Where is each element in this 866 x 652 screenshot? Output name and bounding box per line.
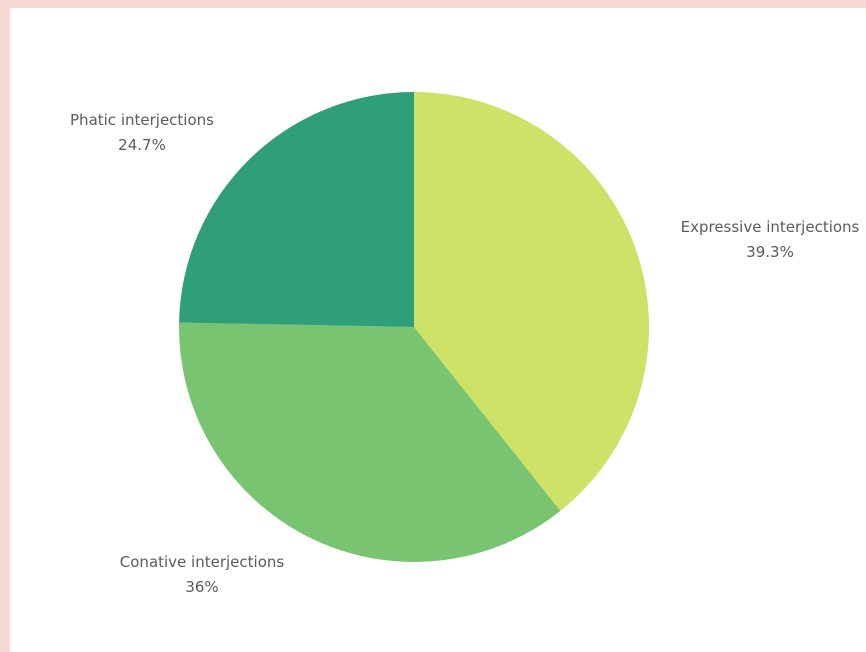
slice-label-conative-name: Conative interjections xyxy=(120,553,285,571)
pie-slices xyxy=(179,92,649,562)
pie-slice-phatic xyxy=(179,92,414,327)
slice-label-expressive-name: Expressive interjections xyxy=(681,218,860,236)
slice-label-phatic-name: Phatic interjections xyxy=(70,111,214,129)
label-phatic: Phatic interjections 24.7% xyxy=(70,111,214,154)
pie-slice-expressive xyxy=(414,92,649,511)
label-conative: Conative interjections 36% xyxy=(120,553,285,596)
slice-label-conative-value: 36% xyxy=(185,578,218,596)
slice-label-expressive-value: 39.3% xyxy=(746,243,794,261)
pie-slice-conative xyxy=(179,322,561,562)
slice-label-phatic-value: 24.7% xyxy=(118,136,166,154)
label-expressive: Expressive interjections 39.3% xyxy=(681,218,860,261)
